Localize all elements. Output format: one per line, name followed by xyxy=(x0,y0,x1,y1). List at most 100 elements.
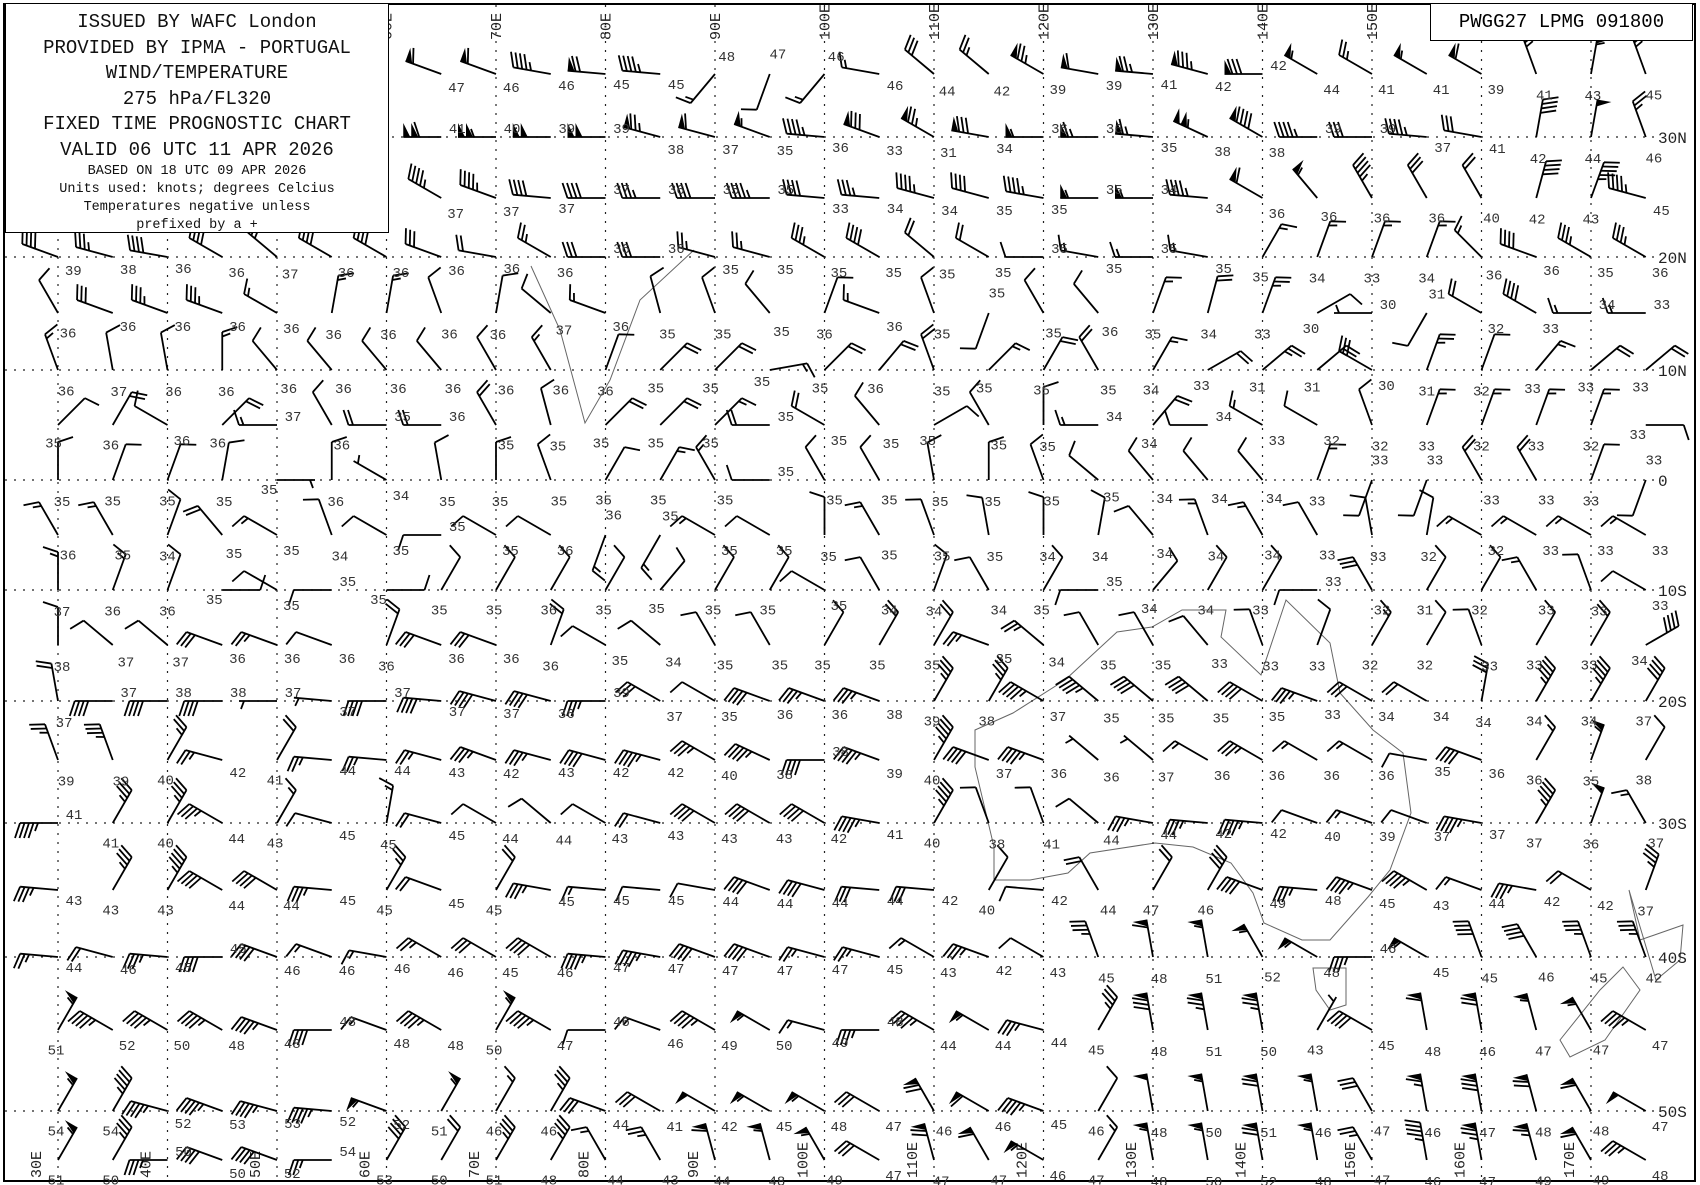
barb-staff xyxy=(1480,333,1496,371)
barb-half-feather xyxy=(1193,1128,1203,1132)
temperature-label: 36 xyxy=(283,322,300,338)
wind-barb xyxy=(561,1029,606,1046)
wind-barb xyxy=(1547,297,1591,314)
barb-staff xyxy=(1612,1010,1647,1031)
wind-barb xyxy=(669,882,716,898)
barb-feather xyxy=(170,785,183,799)
wind-barb xyxy=(695,434,716,481)
wind-barb xyxy=(904,34,935,75)
temperature-label: 37 xyxy=(110,385,127,401)
barb-feather xyxy=(1461,434,1474,448)
wind-barb xyxy=(353,454,387,481)
wind-barb xyxy=(111,1114,133,1161)
barb-feather xyxy=(618,1093,632,1106)
barb-feather xyxy=(239,1019,251,1034)
wind-barb xyxy=(1109,675,1154,702)
temperature-label: 34 xyxy=(1418,271,1435,287)
wind-barb xyxy=(286,755,332,772)
barb-staff xyxy=(549,1126,571,1161)
barb-staff xyxy=(1316,293,1351,314)
temperature-label: 32 xyxy=(1420,550,1437,566)
barb-feather xyxy=(937,722,950,736)
wind-barb xyxy=(1119,734,1154,761)
barb-feather xyxy=(994,659,1007,673)
barb-staff xyxy=(416,340,442,371)
temperature-label: 41 xyxy=(666,1120,683,1136)
temperature-label: 31 xyxy=(1418,384,1435,400)
barb-feather xyxy=(1241,1078,1258,1083)
barb-staff xyxy=(951,187,989,199)
barb-staff xyxy=(1612,237,1647,258)
barb-feather xyxy=(1106,1065,1118,1079)
barb-feather xyxy=(243,877,257,889)
barb-half-feather xyxy=(357,454,361,464)
temperature-label: 36 xyxy=(1106,122,1123,138)
barb-feather xyxy=(1642,852,1657,864)
barb-feather xyxy=(499,1122,512,1136)
barb-feather xyxy=(230,1146,242,1160)
barb-staff xyxy=(1590,667,1611,702)
barb-feather xyxy=(221,326,238,333)
temperature-label: 36 xyxy=(175,262,192,278)
barb-staff xyxy=(787,879,825,891)
barb-pennant xyxy=(1461,1073,1477,1081)
barb-feather xyxy=(556,1118,569,1132)
barb-staff xyxy=(1443,815,1482,824)
barb-staff xyxy=(1229,740,1263,761)
temperature-label: 45 xyxy=(1379,897,1396,913)
barb-half-feather xyxy=(49,552,59,558)
barb-feather xyxy=(1118,55,1124,72)
temperature-label: 40 xyxy=(157,836,174,852)
barb-staff xyxy=(1612,515,1647,536)
wind-barb xyxy=(1206,844,1228,891)
barb-staff xyxy=(50,663,59,702)
barb-feather xyxy=(954,222,960,239)
barb-feather xyxy=(736,810,750,822)
barb-half-feather xyxy=(1623,236,1627,245)
barb-feather xyxy=(1162,819,1171,835)
barb-feather xyxy=(668,943,680,957)
barb-staff xyxy=(714,342,743,371)
barb-half-feather xyxy=(686,747,695,754)
barb-staff xyxy=(243,293,278,314)
barb-feather xyxy=(140,236,145,253)
barb-half-feather xyxy=(416,1019,425,1027)
wind-barb xyxy=(933,543,948,591)
barb-staff xyxy=(1123,675,1154,702)
barb-feather xyxy=(1271,687,1283,701)
temperature-label: 38 xyxy=(54,660,71,676)
barb-feather xyxy=(1247,113,1253,129)
barb-feather xyxy=(449,746,461,760)
barb-feather xyxy=(1080,328,1093,342)
temperature-label: 36 xyxy=(229,320,246,336)
temperature-label: 41 xyxy=(102,836,119,852)
wind-barb xyxy=(1172,108,1209,138)
barb-staff xyxy=(859,501,881,536)
barb-staff xyxy=(630,619,661,646)
barb-half-feather xyxy=(802,236,806,245)
barb-feather xyxy=(243,1021,255,1035)
barb-feather xyxy=(1160,844,1173,858)
barb-staff xyxy=(626,681,661,702)
wind-barb xyxy=(121,1100,168,1119)
barb-staff xyxy=(1224,818,1263,824)
barb-half-feather xyxy=(1024,54,1028,64)
temperature-label: 45 xyxy=(668,894,685,910)
barb-feather xyxy=(1453,215,1463,231)
barb-staff xyxy=(1078,856,1100,891)
barb-staff xyxy=(933,553,948,591)
barb-staff xyxy=(407,1010,442,1031)
barb-feather xyxy=(1058,678,1074,689)
barb-staff xyxy=(79,1010,114,1031)
barb-feather xyxy=(626,55,633,72)
temperature-label: 44 xyxy=(502,832,519,848)
barb-feather xyxy=(176,803,190,816)
barb-feather xyxy=(992,663,1004,677)
wind-barb xyxy=(176,1010,223,1031)
barb-feather xyxy=(904,34,912,50)
barb-staff xyxy=(1316,996,1338,1031)
barb-staff xyxy=(1229,681,1263,702)
chart-type-line: FIXED TIME PROGNOSTIC CHART xyxy=(43,113,351,135)
barb-pennant xyxy=(411,123,419,137)
wind-barb xyxy=(1005,123,1044,138)
